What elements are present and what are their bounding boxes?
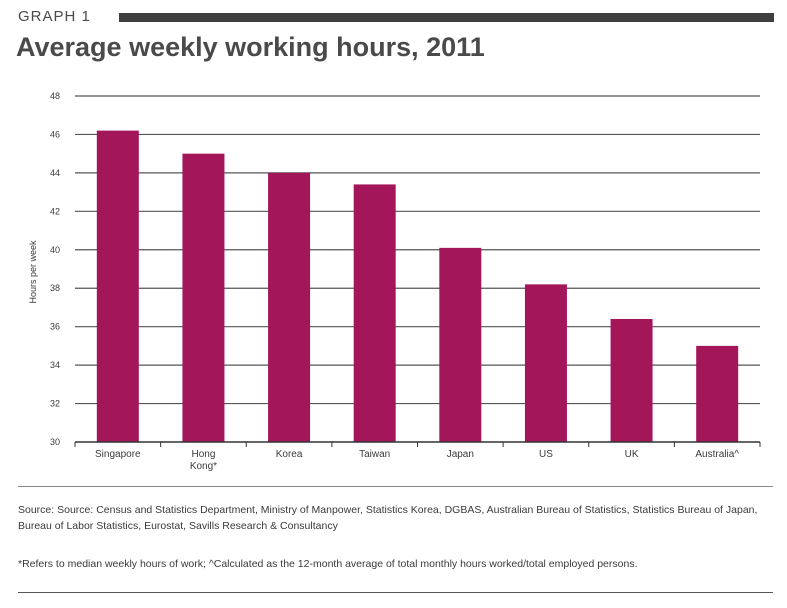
y-tick-label: 36 — [50, 322, 60, 332]
y-tick-label: 34 — [50, 360, 60, 370]
footer-rule-bottom — [18, 592, 773, 593]
y-tick-label: 46 — [50, 129, 60, 139]
x-tick-label: US — [539, 449, 553, 460]
bar-korea — [268, 172, 311, 442]
x-tick-label: Japan — [447, 449, 474, 460]
bar-us — [524, 284, 567, 442]
x-tick-label: UK — [625, 449, 639, 460]
y-tick-labels: 30 32 34 36 38 40 42 44 46 48 — [50, 91, 60, 447]
x-tick-label: Taiwan — [359, 449, 390, 460]
x-tick-label: Korea — [276, 449, 303, 460]
y-tick-label: 38 — [50, 283, 60, 293]
axes — [74, 441, 761, 447]
x-tick-label: Hong Kong* — [190, 449, 217, 472]
source-note: Source: Source: Census and Statistics De… — [18, 504, 758, 532]
y-tick-label: 40 — [50, 245, 60, 255]
bar-chart: 30 32 34 36 38 40 42 44 46 48 Singapore Hong Kong* K… — [28, 91, 761, 472]
graph-header-rule — [119, 13, 774, 22]
y-tick-label: 32 — [50, 399, 60, 409]
chart-title: Average weekly working hours, 2011 — [16, 32, 485, 62]
y-tick-label: 30 — [50, 437, 60, 447]
x-tick-label: Australia^ — [695, 449, 739, 460]
bar-japan — [439, 247, 482, 442]
x-tick-labels: Singapore Hong Kong* Korea Taiwan Japan US UK Au… — [95, 449, 739, 472]
bar-uk — [610, 318, 653, 442]
x-tick-label: Singapore — [95, 449, 141, 460]
bars — [96, 130, 739, 442]
y-tick-label: 48 — [50, 91, 60, 101]
bar-hong-kong — [182, 153, 225, 442]
footer-rule-top — [18, 486, 773, 487]
bar-australia — [696, 345, 739, 442]
bar-taiwan — [353, 184, 396, 442]
y-tick-label: 44 — [50, 168, 60, 178]
y-axis-label: Hours per week — [28, 240, 38, 304]
y-tick-label: 42 — [50, 206, 60, 216]
graph-label: GRAPH 1 — [18, 8, 91, 25]
bar-singapore — [96, 130, 139, 442]
gridlines — [75, 95, 760, 405]
footnote: *Refers to median weekly hours of work; … — [18, 558, 638, 570]
